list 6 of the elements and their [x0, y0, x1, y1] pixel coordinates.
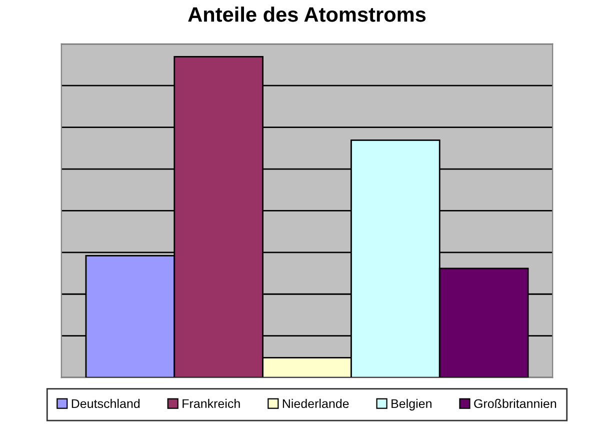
chart-title: Anteile des Atomstroms [188, 6, 426, 22]
legend-label: Großbritannien [474, 398, 556, 408]
legend-label: Deutschland [72, 398, 140, 408]
legend-label: Belgien [392, 398, 432, 411]
legend-label: Niederlande [282, 398, 349, 408]
legend-label: Frankreich [182, 398, 240, 408]
